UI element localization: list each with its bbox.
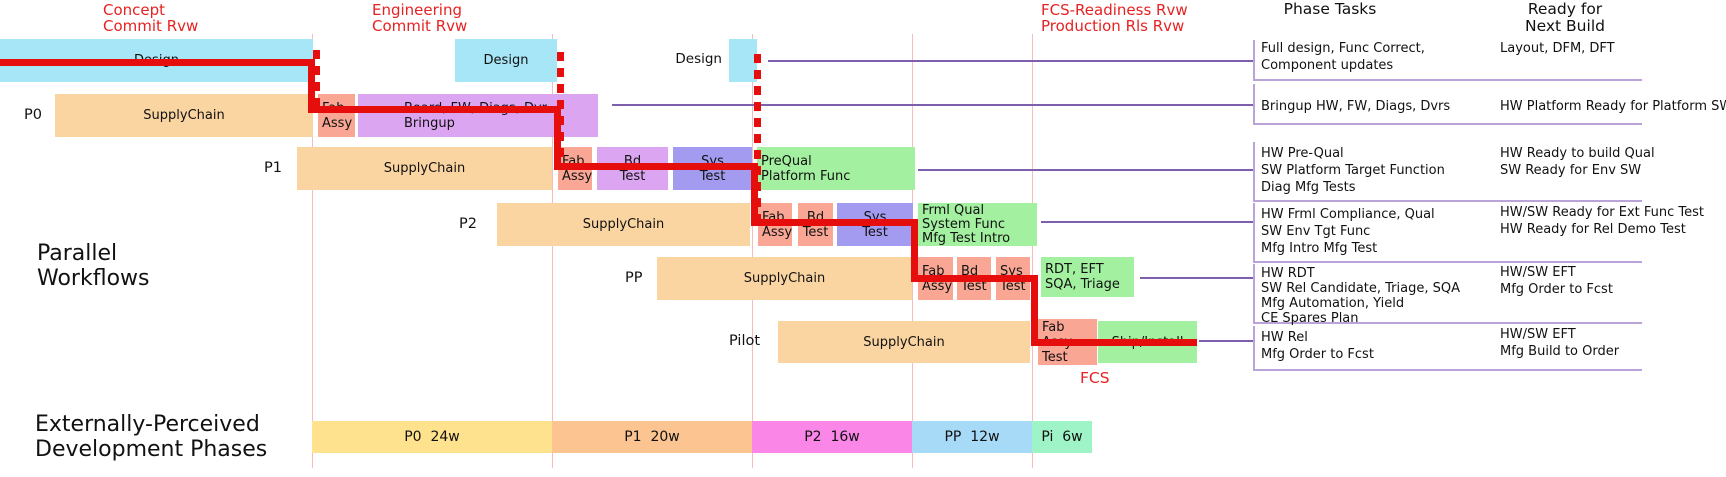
critical-path-v1: [308, 59, 315, 113]
gate-dashed-line-concept: [313, 50, 320, 113]
task-row-underline: [1253, 200, 1642, 202]
p2-supplychain-bar: SupplyChain: [497, 203, 750, 246]
milestone-engineering-commit-rvw: Engineering Commit Rvw: [372, 1, 468, 35]
p1-supplychain-bar: SupplyChain: [297, 147, 552, 190]
critical-path-h5: [911, 275, 1038, 282]
critical-path-h3: [554, 163, 758, 170]
critical-path-v5: [1031, 275, 1038, 346]
ready-row4: HW/SW Ready for Ext Func Test HW Ready fo…: [1500, 205, 1705, 237]
design-bar-p1: Design: [455, 39, 557, 82]
task-row-bracket: [1253, 142, 1255, 200]
phase-guide-line: [552, 34, 553, 468]
phase-bar-p2: P2 16w: [752, 421, 912, 453]
fcs-label: FCS: [1080, 369, 1110, 387]
task-row-underline: [1253, 123, 1642, 125]
phase-tasks-row1: Full design, Func Correct, Component upda…: [1261, 41, 1425, 73]
task-row-underline: [1253, 322, 1642, 324]
phase-bar-p0: P0 24w: [312, 421, 552, 453]
task-row-underline: [1253, 79, 1642, 81]
row-label-p2: P2: [459, 216, 477, 232]
row-label-pp: PP: [625, 270, 643, 286]
p0-supplychain-bar: SupplyChain: [55, 94, 313, 137]
task-row-bracket: [1253, 264, 1255, 322]
ready-row2: HW Platform Ready for Platform SW: [1500, 99, 1726, 114]
task-row-underline: [1253, 369, 1642, 371]
pilot-supplychain-bar: SupplyChain: [778, 321, 1030, 363]
p1-prequal-box: PreQual Platform Func: [757, 147, 915, 190]
connector-ship: [1199, 340, 1253, 342]
design-bar-p2: [729, 39, 757, 82]
pp-supplychain-bar: SupplyChain: [657, 257, 912, 300]
external-phases-label: Externally-Perceived Development Phases: [35, 412, 268, 462]
milestone-concept-commit-rvw: Concept Commit Rvw: [103, 1, 199, 35]
p2-frml-qual-box: Frml Qual System Func Mfg Test Intro: [918, 203, 1037, 246]
critical-path-v4: [911, 219, 918, 282]
critical-path-v3: [751, 163, 758, 226]
critical-path-h2: [308, 106, 561, 113]
critical-path-v2: [554, 106, 561, 170]
critical-path-h6: [1031, 339, 1197, 346]
phase-guide-line: [312, 34, 313, 468]
critical-path-h4: [751, 219, 918, 226]
phase-bar-p1: P1 20w: [552, 421, 752, 453]
gate-dashed-line-p2: [754, 54, 761, 220]
connector-bringup: [612, 104, 1253, 106]
task-row-bracket: [1253, 84, 1255, 123]
design-bar-p2-label: Design: [675, 51, 722, 67]
connector-rdt: [1140, 277, 1253, 279]
connector-design: [768, 60, 1253, 62]
parallel-workflows-label: Parallel Workflows: [37, 241, 150, 291]
row-label-p0: P0: [24, 107, 42, 123]
phase-bar-pi: Pi 6w: [1032, 421, 1092, 453]
critical-path-h1: [0, 59, 315, 66]
connector-prequal: [918, 169, 1253, 171]
ready-row1: Layout, DFM, DFT: [1500, 41, 1615, 56]
milestone-fcs-readiness-rvw: FCS-Readiness Rvw Production Rls Rvw: [1041, 1, 1188, 35]
phase-tasks-row4: HW Frml Compliance, Qual SW Env Tgt Func M…: [1261, 207, 1435, 256]
task-row-underline: [1253, 261, 1642, 263]
phase-guide-line: [1032, 34, 1033, 468]
row-label-p1: P1: [264, 160, 282, 176]
task-row-bracket: [1253, 203, 1255, 261]
row-label-pilot: Pilot: [729, 333, 761, 349]
connector-frml-qual: [1041, 221, 1253, 223]
phase-tasks-row2: Bringup HW, FW, Diags, Dvrs: [1261, 99, 1451, 114]
phase-tasks-row5: HW RDT SW Rel Candidate, Triage, SQA Mfg …: [1261, 266, 1460, 326]
phase-tasks-header: Phase Tasks: [1283, 0, 1377, 18]
ready-row3: HW Ready to build Qual SW Ready for Env S…: [1500, 146, 1655, 178]
phase-tasks-row6: HW Rel Mfg Order to Fcst: [1261, 330, 1374, 362]
task-row-bracket: [1253, 40, 1255, 79]
phase-bar-pp: PP 12w: [912, 421, 1032, 453]
ready-next-build-header: Ready for Next Build: [1525, 0, 1605, 35]
phase-guide-line: [752, 34, 753, 468]
ready-row6: HW/SW EFT Mfg Build to Order: [1500, 327, 1620, 359]
ready-row5: HW/SW EFT Mfg Order to Fcst: [1500, 265, 1613, 297]
pp-rdt-box: RDT, EFT SQA, Triage: [1041, 257, 1134, 297]
task-row-bracket: [1253, 326, 1255, 369]
phase-tasks-row3: HW Pre-Qual SW Platform Target Function Di…: [1261, 146, 1445, 195]
